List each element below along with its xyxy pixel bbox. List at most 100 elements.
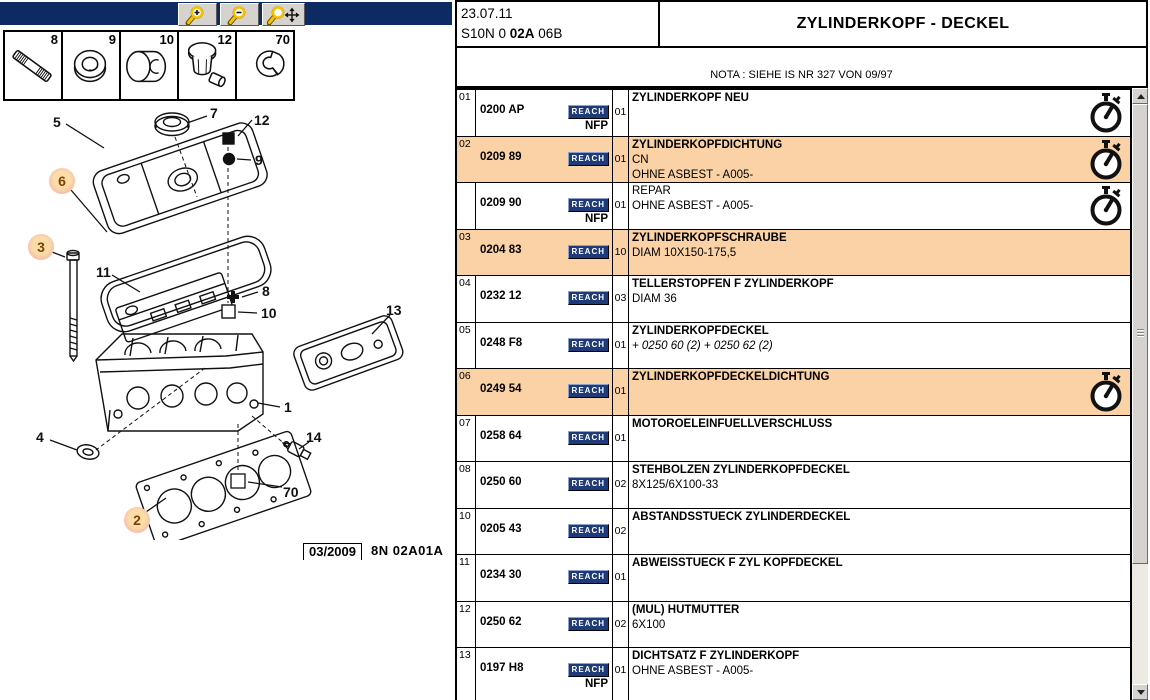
description-cell: ABWEISSTUECK F ZYL KOPFDECKEL bbox=[629, 555, 1130, 602]
part-reference[interactable]: 0250 62 bbox=[480, 615, 522, 628]
callout-70[interactable]: 70 bbox=[283, 484, 299, 500]
row-number: 03 bbox=[459, 230, 471, 243]
thumbnail-number: 70 bbox=[275, 32, 290, 47]
nfp-flag: NFP bbox=[585, 213, 608, 225]
scroll-up-button[interactable] bbox=[1132, 88, 1148, 104]
list-header: 23.07.11 S10N 0 02A 06B ZYLINDERKOPF - D… bbox=[455, 0, 1148, 48]
part-reference[interactable]: 0209 89 bbox=[480, 150, 522, 163]
reach-badge[interactable]: REACH bbox=[567, 477, 609, 491]
callout-6-highlighted[interactable]: 6 bbox=[49, 168, 75, 194]
head-bolt-part bbox=[66, 249, 80, 363]
spacer-10-marker bbox=[221, 304, 236, 319]
part-ref-cell: 0197 H8 REACH NFP bbox=[476, 648, 612, 700]
part-reference[interactable]: 0197 H8 bbox=[480, 662, 524, 674]
parts-row-12[interactable]: 12 0250 62 REACH 02 (MUL) HUTMUTTER 6X100 bbox=[457, 601, 1130, 648]
reach-badge[interactable]: REACH bbox=[567, 523, 609, 538]
part-reference[interactable]: 0232 12 bbox=[480, 290, 522, 302]
part-ref-cell: 0209 90 REACH NFP bbox=[476, 183, 612, 229]
scrollbar-thumb[interactable] bbox=[1132, 104, 1148, 564]
callout-10[interactable]: 10 bbox=[261, 305, 277, 321]
parts-row-020990[interactable]: 0209 90 REACH NFP 01 REPAR OHNE ASBEST - A005… bbox=[457, 183, 1130, 230]
reach-badge[interactable]: REACH bbox=[567, 291, 609, 305]
description-cell: MOTOROELEINFUELLVERSCHLUSS bbox=[629, 416, 1130, 463]
parts-row-07[interactable]: 07 0258 64 REACH 01 MOTOROELEINFUELLVERSCHLU… bbox=[457, 415, 1130, 463]
parts-row-02[interactable]: 02 0209 89 REACH 01 ZYLINDERKOPFDICHTUNG CN OH… bbox=[457, 136, 1130, 183]
labor-time-icon[interactable] bbox=[1089, 371, 1123, 413]
part-reference[interactable]: 0209 90 bbox=[480, 197, 522, 209]
callout-12[interactable]: 12 bbox=[254, 112, 270, 128]
callout-8[interactable]: 8 bbox=[262, 283, 270, 299]
description-cell: DICHTSATZ F ZYLINDERKOPF OHNE ASBEST - A0… bbox=[629, 648, 1130, 700]
callout-11[interactable]: 11 bbox=[96, 264, 111, 280]
parts-row-03[interactable]: 03 0204 83 REACH 10 ZYLINDERKOPFSCHRAUBE DIAM… bbox=[457, 229, 1130, 276]
thumbnail-part-9[interactable]: 9 bbox=[61, 30, 121, 101]
thumbnail-part-12[interactable]: 12 bbox=[177, 30, 237, 101]
parts-row-11[interactable]: 11 0234 30 REACH 01 ABWEISSTUECK F ZYL KOPFD… bbox=[457, 555, 1130, 602]
header-date: 23.07.11 bbox=[461, 6, 513, 21]
reach-badge[interactable]: REACH bbox=[567, 616, 609, 631]
reach-badge[interactable]: REACH bbox=[567, 244, 609, 259]
exploded-parts-diagram: 5 7 12 9 11 8 10 13 1 4 14 70 6 3 bbox=[28, 105, 404, 540]
parts-row-01[interactable]: 01 0200 AP REACH NFP 01 ZYLINDERKOPF NEU bbox=[457, 90, 1130, 137]
parts-row-10[interactable]: 10 0205 43 REACH 02 ABSTANDSSTUECK ZYLINDERD… bbox=[457, 508, 1130, 556]
description-line: MOTOROELEINFUELLVERSCHLUSS bbox=[632, 417, 833, 430]
head-gasket-part bbox=[135, 430, 312, 540]
reach-badge[interactable]: REACH bbox=[567, 570, 609, 584]
row-number: 05 bbox=[457, 322, 476, 368]
reach-badge[interactable]: REACH bbox=[567, 198, 609, 212]
description-cell: ABSTANDSSTUECK ZYLINDERDECKEL bbox=[629, 509, 1130, 556]
part-reference[interactable]: 0249 54 bbox=[480, 383, 522, 395]
reach-badge[interactable]: REACH bbox=[567, 151, 609, 166]
flanged-nut-icon bbox=[187, 42, 226, 88]
part-reference[interactable]: 0250 60 bbox=[480, 476, 522, 488]
scroll-down-button[interactable] bbox=[1132, 684, 1148, 700]
callout-4[interactable]: 4 bbox=[36, 429, 44, 445]
callout-14[interactable]: 14 bbox=[306, 429, 322, 445]
part-reference[interactable]: 0200 AP bbox=[480, 104, 525, 116]
quantity: 01 bbox=[612, 555, 629, 601]
thumbnail-number: 12 bbox=[217, 32, 232, 47]
vertical-scrollbar[interactable] bbox=[1132, 88, 1148, 700]
callout-13[interactable]: 13 bbox=[386, 302, 402, 318]
part-reference[interactable]: 0205 43 bbox=[480, 522, 522, 535]
reach-badge[interactable]: REACH bbox=[567, 337, 609, 352]
reach-badge[interactable]: REACH bbox=[567, 430, 609, 445]
callout-1[interactable]: 1 bbox=[284, 399, 292, 415]
callout-3-highlighted[interactable]: 3 bbox=[28, 234, 54, 260]
magnifier-move-icon bbox=[266, 5, 299, 25]
part-reference[interactable]: 0234 30 bbox=[480, 569, 522, 581]
description-line: ABWEISSTUECK F ZYL KOPFDECKEL bbox=[632, 557, 843, 569]
reach-badge[interactable]: REACH bbox=[567, 384, 609, 398]
parts-row-06[interactable]: 06 0249 54 REACH 01 ZYLINDERKOPFDECKELDICHTU… bbox=[457, 369, 1130, 416]
thumbnail-part-70[interactable]: 70 bbox=[235, 30, 295, 101]
parts-row-08[interactable]: 08 0250 60 REACH 02 STEHBOLZEN ZYLINDERKOPFD… bbox=[457, 462, 1130, 509]
cover-gasket-part bbox=[100, 235, 272, 333]
part-reference[interactable]: 0248 F8 bbox=[480, 336, 523, 349]
zoom-in-button[interactable] bbox=[178, 3, 217, 26]
labor-time-icon[interactable] bbox=[1089, 139, 1123, 181]
svg-text:3: 3 bbox=[37, 239, 45, 255]
thumbnail-part-10[interactable]: 10 bbox=[119, 30, 179, 101]
parts-row-13[interactable]: 13 0197 H8 REACH NFP 01 DICHTSATZ F ZYLINDERK… bbox=[457, 648, 1130, 700]
reach-badge[interactable]: REACH bbox=[567, 663, 609, 677]
parts-row-04[interactable]: 04 0232 12 REACH 03 TELLERSTOPFEN F ZYLINDER… bbox=[457, 276, 1130, 323]
callout-9[interactable]: 9 bbox=[255, 152, 263, 168]
labor-time-icon[interactable] bbox=[1089, 92, 1123, 134]
part-reference[interactable]: 0204 83 bbox=[480, 243, 522, 256]
callout-5[interactable]: 5 bbox=[53, 114, 61, 130]
part-thumbnail-strip: 8 9 10 12 70 bbox=[3, 30, 295, 101]
cylinder-head-part bbox=[95, 333, 264, 432]
zoom-pan-button[interactable] bbox=[262, 3, 305, 26]
thumbnail-part-8[interactable]: 8 bbox=[3, 30, 63, 101]
parts-row-05[interactable]: 05 0248 F8 REACH 01 ZYLINDERKOPFDECKEL + 0250… bbox=[457, 322, 1130, 369]
reach-badge[interactable]: REACH bbox=[567, 105, 609, 119]
part-reference[interactable]: 0258 64 bbox=[480, 429, 522, 442]
clip-sleeve-icon bbox=[255, 50, 285, 78]
callout-7[interactable]: 7 bbox=[210, 105, 218, 121]
zoom-out-button[interactable] bbox=[220, 3, 259, 26]
nfp-flag: NFP bbox=[585, 678, 608, 690]
side-gasket-part bbox=[293, 315, 404, 391]
labor-time-icon[interactable] bbox=[1089, 185, 1123, 227]
parts-table: 01 0200 AP REACH NFP 01 ZYLINDERKOPF NEU 02 020… bbox=[455, 88, 1132, 700]
callout-2-highlighted[interactable]: 2 bbox=[124, 507, 150, 533]
